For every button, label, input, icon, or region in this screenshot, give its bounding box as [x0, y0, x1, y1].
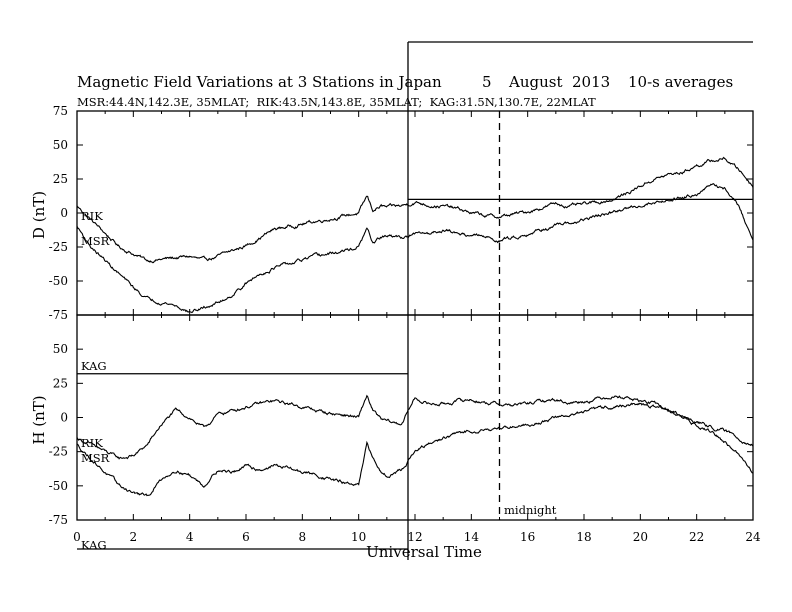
label-top-rik: RIK — [81, 209, 103, 223]
x-tick-label: 24 — [745, 530, 761, 544]
x-tick-label: 20 — [633, 530, 648, 544]
y-tick-label-top: -50 — [49, 274, 68, 288]
series-line-top-rik — [76, 156, 754, 264]
x-tick-label: 0 — [73, 530, 81, 544]
x-tick-label: 18 — [576, 530, 591, 544]
y-axis-label-top: D (nT) — [30, 191, 48, 239]
stations-line: MSR:44.4N,142.3E, 35MLAT; RIK:43.5N,143.… — [77, 95, 596, 109]
y-tick-label-bottom: 50 — [53, 342, 68, 356]
x-axis-label: Universal Time — [366, 543, 482, 561]
chart-averaging: 10-s averages — [628, 73, 733, 91]
label-top-msr: MSR — [81, 234, 110, 248]
y-tick-label-bottom: 25 — [53, 376, 68, 390]
x-tick-label: 4 — [186, 530, 194, 544]
y-tick-label-bottom: -50 — [49, 479, 68, 493]
y-tick-label-top: -25 — [49, 240, 68, 254]
chart-month-year: August 2013 — [508, 73, 610, 91]
plot-frame-top — [76, 110, 754, 316]
series-line-bottom-rik — [76, 394, 754, 460]
x-tick-label: 6 — [242, 530, 250, 544]
x-tick-label: 16 — [520, 530, 535, 544]
y-tick-label-top: 75 — [53, 104, 68, 118]
chart-day: 5 — [482, 73, 492, 91]
label-bottom-kag: KAG — [81, 359, 107, 373]
y-tick-label-top: 25 — [53, 172, 68, 186]
chart-title: Magnetic Field Variations at 3 Stations … — [77, 73, 442, 91]
y-tick-label-bottom: -75 — [49, 513, 68, 527]
y-tick-label-top: 50 — [53, 138, 68, 152]
label-axis-kag: KAG — [81, 538, 107, 552]
y-tick-label-bottom: 0 — [60, 411, 68, 425]
label-bottom-msr: MSR — [81, 451, 110, 465]
x-tick-label: 2 — [130, 530, 138, 544]
x-tick-label: 10 — [351, 530, 366, 544]
y-axis-label-bottom: H (nT) — [30, 395, 48, 444]
midnight-label: midnight — [504, 503, 557, 517]
plot-frame-bottom — [76, 314, 754, 521]
series-line-top-msr — [76, 182, 754, 314]
x-tick-label: 8 — [299, 530, 307, 544]
y-tick-label-bottom: -25 — [49, 445, 68, 459]
y-tick-label-top: 0 — [60, 206, 68, 220]
x-tick-label: 14 — [464, 530, 480, 544]
x-tick-label: 12 — [407, 530, 422, 544]
series-line-bottom-msr — [76, 402, 754, 497]
y-tick-label-top: -75 — [49, 308, 68, 322]
x-tick-label: 22 — [689, 530, 704, 544]
